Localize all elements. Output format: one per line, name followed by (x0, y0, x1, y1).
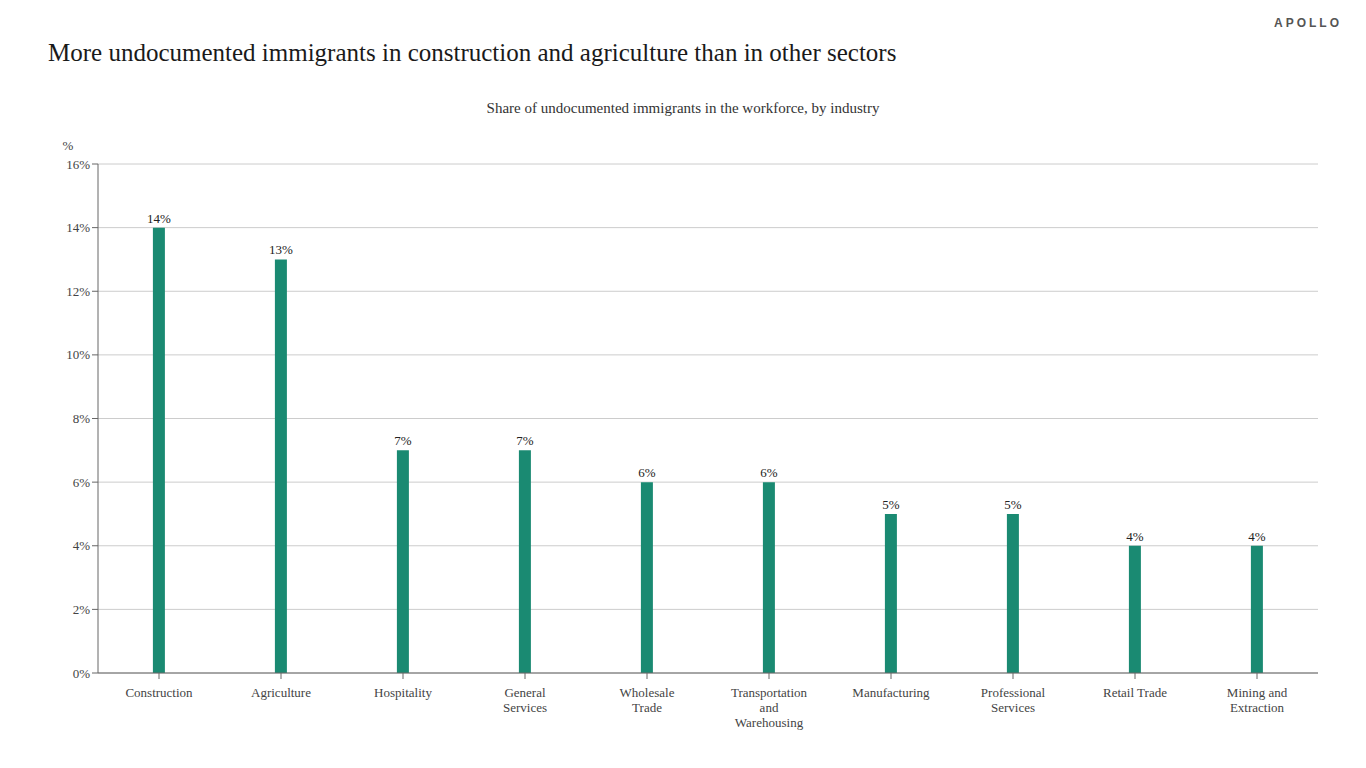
svg-text:6%: 6% (760, 465, 778, 480)
svg-text:Mining andExtraction: Mining andExtraction (1227, 685, 1288, 715)
svg-text:0%: 0% (73, 666, 91, 681)
svg-text:8%: 8% (73, 411, 91, 426)
svg-text:16%: 16% (66, 157, 90, 172)
svg-text:6%: 6% (638, 465, 656, 480)
html-text:More undocumented immigrants i: More undocumented immigrants in construc… (48, 39, 897, 66)
svg-text:4%: 4% (1126, 529, 1144, 544)
svg-text:Retail Trade: Retail Trade (1103, 685, 1167, 700)
svg-text:5%: 5% (882, 497, 900, 512)
svg-text:14%: 14% (66, 220, 90, 235)
svg-text:Hospitality: Hospitality (374, 685, 432, 700)
svg-text:2%: 2% (73, 602, 91, 617)
svg-text:7%: 7% (394, 433, 412, 448)
svg-text:ProfessionalServices: ProfessionalServices (981, 685, 1046, 715)
svg-text:Agriculture: Agriculture (251, 685, 311, 700)
svg-text:4%: 4% (73, 538, 91, 553)
html-text:Share of undocumented immigran: Share of undocumented immigrants in the … (486, 100, 880, 116)
svg-text:10%: 10% (66, 347, 90, 362)
svg-text:14%: 14% (147, 211, 171, 226)
svg-text:4%: 4% (1248, 529, 1266, 544)
svg-text:%: % (63, 138, 74, 153)
svg-text:TransportationandWarehousing: TransportationandWarehousing (731, 685, 808, 730)
svg-text:Manufacturing: Manufacturing (852, 685, 930, 700)
svg-text:7%: 7% (516, 433, 534, 448)
svg-text:6%: 6% (73, 475, 91, 490)
html-text:APOLLO: APOLLO (1274, 16, 1342, 30)
svg-text:GeneralServices: GeneralServices (503, 685, 547, 715)
svg-text:12%: 12% (66, 284, 90, 299)
svg-text:Construction: Construction (125, 685, 193, 700)
svg-text:5%: 5% (1004, 497, 1022, 512)
svg-text:WholesaleTrade: WholesaleTrade (620, 685, 675, 715)
svg-text:13%: 13% (269, 242, 293, 257)
